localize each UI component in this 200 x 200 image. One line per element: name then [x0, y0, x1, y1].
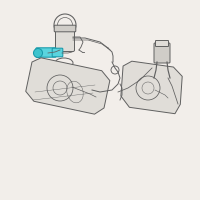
Circle shape [34, 48, 42, 58]
FancyBboxPatch shape [54, 25, 76, 32]
Polygon shape [121, 61, 182, 114]
Polygon shape [26, 58, 110, 114]
FancyBboxPatch shape [36, 48, 56, 57]
FancyBboxPatch shape [56, 26, 74, 51]
FancyBboxPatch shape [154, 43, 170, 63]
FancyBboxPatch shape [156, 40, 168, 46]
FancyBboxPatch shape [52, 48, 63, 57]
